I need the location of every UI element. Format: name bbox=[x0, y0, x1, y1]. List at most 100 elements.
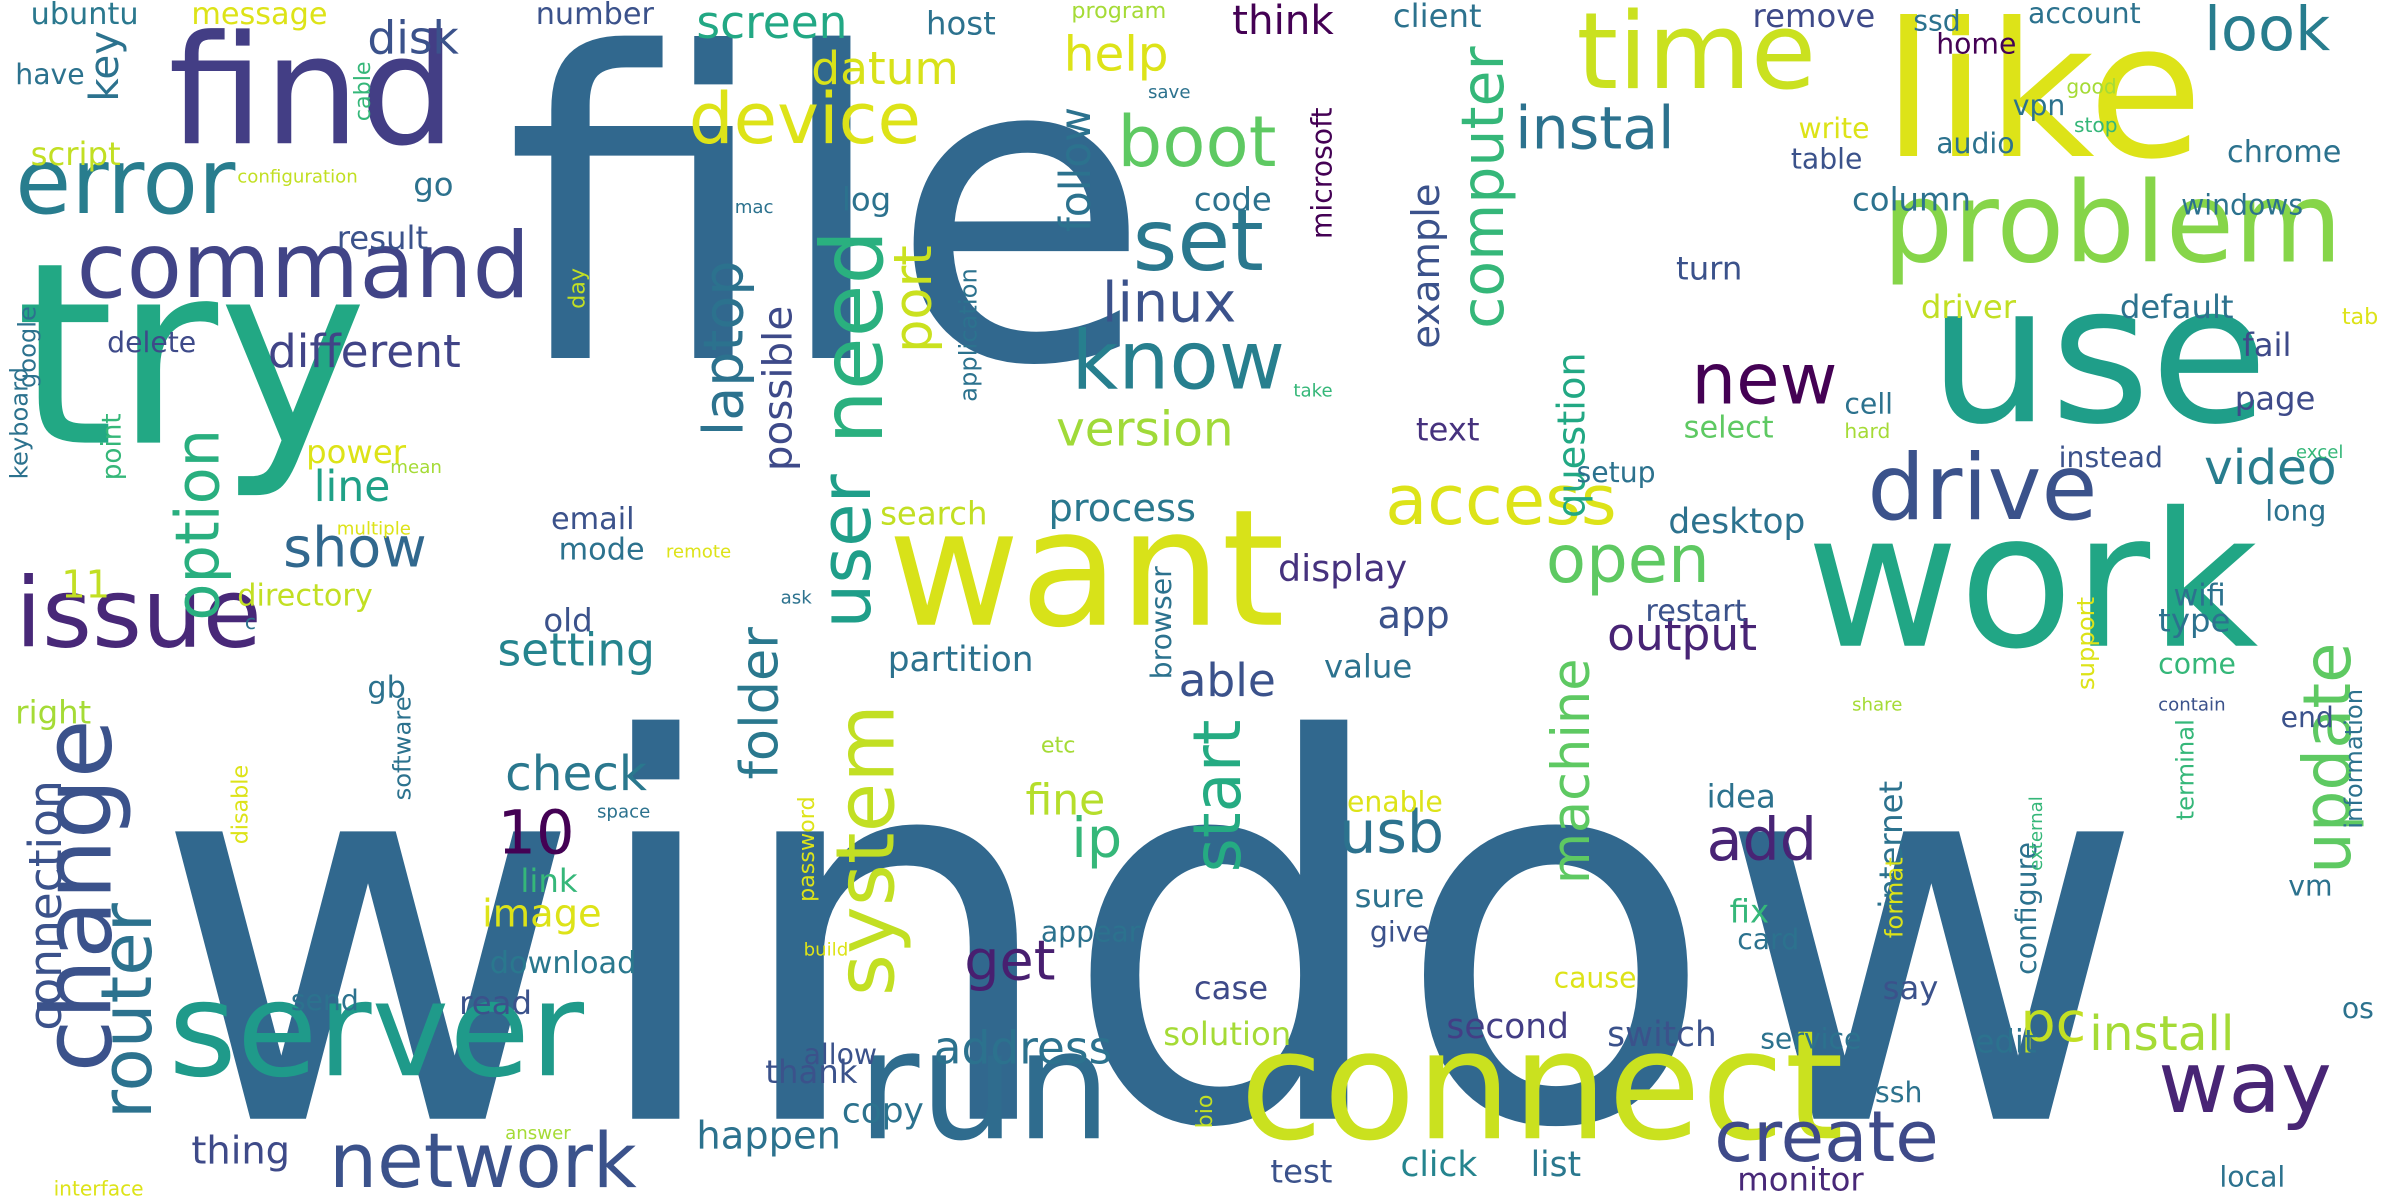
cloud-word: go bbox=[413, 165, 454, 204]
cloud-word: usb bbox=[1339, 798, 1445, 867]
cloud-word: local bbox=[2219, 1160, 2286, 1194]
cloud-word: show bbox=[283, 515, 427, 581]
cloud-word: new bbox=[1691, 337, 1838, 421]
cloud-word: type bbox=[2158, 601, 2231, 640]
cloud-word: share bbox=[1852, 694, 1903, 716]
cloud-word: bio bbox=[1191, 1094, 1218, 1129]
cloud-word: partition bbox=[887, 639, 1034, 680]
cloud-word: enable bbox=[1346, 785, 1443, 819]
cloud-word: line bbox=[313, 462, 391, 512]
cloud-word: question bbox=[1549, 352, 1595, 519]
cloud-word: allow bbox=[803, 1037, 878, 1071]
cloud-word: file bbox=[505, 0, 1152, 459]
cloud-word: happen bbox=[696, 1113, 841, 1159]
cloud-word: message bbox=[191, 0, 328, 32]
cloud-word: add bbox=[1706, 806, 1817, 875]
cloud-word: find bbox=[168, 2, 457, 180]
cloud-word: able bbox=[1178, 654, 1276, 708]
cloud-word: software bbox=[387, 696, 417, 801]
cloud-word: send bbox=[290, 984, 359, 1018]
cloud-word: idea bbox=[1706, 777, 1776, 816]
cloud-word: drive bbox=[1867, 435, 2098, 541]
cloud-word: turn bbox=[1676, 249, 1743, 288]
cloud-word: desktop bbox=[1668, 502, 1806, 543]
cloud-word: run bbox=[857, 997, 1112, 1175]
cloud-word: window bbox=[153, 630, 2147, 1200]
cloud-word: terminal bbox=[2170, 719, 2200, 821]
cloud-word: key bbox=[80, 30, 129, 102]
cloud-word: link bbox=[520, 861, 578, 900]
cloud-word: disable bbox=[227, 764, 254, 845]
cloud-word: cell bbox=[1844, 387, 1894, 421]
cloud-word: support bbox=[2070, 596, 2100, 690]
cloud-word: instead bbox=[2058, 440, 2163, 474]
cloud-word: user bbox=[804, 474, 888, 629]
cloud-word: delete bbox=[107, 326, 197, 360]
cloud-word: router bbox=[84, 903, 168, 1120]
cloud-word: connect bbox=[1239, 997, 1844, 1175]
cloud-word: thank bbox=[765, 1053, 858, 1092]
cloud-word: host bbox=[926, 4, 996, 43]
cloud-word: table bbox=[1790, 142, 1863, 176]
cloud-word: card bbox=[1737, 923, 1800, 957]
cloud-word: get bbox=[964, 928, 1056, 994]
cloud-word: work bbox=[1806, 473, 2259, 691]
cloud-word: come bbox=[2158, 647, 2236, 681]
cloud-word: good bbox=[2066, 74, 2117, 99]
cloud-word: check bbox=[505, 746, 648, 802]
cloud-word: power bbox=[306, 433, 406, 472]
cloud-word: folder bbox=[729, 627, 791, 780]
cloud-word: pc bbox=[2020, 989, 2087, 1055]
cloud-word: monitor bbox=[1737, 1160, 1864, 1199]
cloud-word: result bbox=[336, 218, 429, 257]
cloud-word: client bbox=[1392, 0, 1482, 35]
cloud-word: home bbox=[1936, 27, 2017, 61]
cloud-word: configuration bbox=[237, 166, 358, 188]
cloud-word: chrome bbox=[2227, 134, 2342, 170]
cloud-word: interface bbox=[53, 1176, 144, 1200]
cloud-word: format bbox=[1879, 857, 1909, 939]
cloud-word: tab bbox=[2341, 304, 2379, 331]
cloud-word: boot bbox=[1117, 100, 1277, 184]
cloud-word: program bbox=[1071, 0, 1167, 24]
cloud-word: disk bbox=[367, 11, 459, 65]
cloud-word: gb bbox=[367, 670, 406, 706]
cloud-word: start bbox=[1180, 719, 1257, 873]
cloud-word: 11 bbox=[61, 562, 111, 608]
cloud-word: setting bbox=[497, 623, 655, 677]
cloud-word: build bbox=[803, 939, 849, 961]
cloud-word: search bbox=[880, 494, 988, 533]
cloud-word: like bbox=[1882, 0, 2204, 201]
cloud-word: appear bbox=[1040, 915, 1141, 949]
cloud-word: screen bbox=[696, 0, 848, 49]
cloud-word: fix bbox=[1729, 892, 1770, 931]
cloud-word: audio bbox=[1936, 127, 2015, 161]
cloud-word: follow bbox=[1052, 107, 1102, 233]
cloud-word: microsoft bbox=[1305, 107, 1339, 240]
cloud-word: remove bbox=[1752, 0, 1876, 35]
cloud-word: take bbox=[1293, 380, 1333, 402]
cloud-word: address bbox=[933, 1021, 1113, 1075]
cloud-word: datum bbox=[811, 41, 959, 95]
cloud-word: default bbox=[2119, 287, 2234, 326]
cloud-word: use bbox=[1928, 244, 2269, 468]
cloud-word: edit bbox=[1974, 1022, 2037, 1061]
cloud-word: service bbox=[1760, 1022, 1862, 1056]
cloud-word: help bbox=[1063, 26, 1169, 83]
cloud-word: say bbox=[1882, 968, 1939, 1007]
cloud-word: set bbox=[1132, 190, 1264, 291]
cloud-word: look bbox=[2204, 0, 2331, 65]
cloud-word: end bbox=[2280, 701, 2334, 735]
cloud-word: way bbox=[2158, 1032, 2332, 1133]
cloud-word: point bbox=[97, 413, 128, 481]
cloud-word: ssd bbox=[1913, 4, 1961, 38]
cloud-word: open bbox=[1545, 522, 1710, 599]
cloud-word: application bbox=[953, 268, 983, 402]
cloud-word: os bbox=[2341, 991, 2374, 1025]
cloud-word: issue bbox=[15, 557, 262, 670]
cloud-word: script bbox=[30, 134, 121, 173]
cloud-word: read bbox=[459, 984, 532, 1023]
cloud-word: driver bbox=[1920, 287, 2016, 326]
cloud-word: code bbox=[1193, 180, 1272, 219]
cloud-word: column bbox=[1852, 180, 1971, 219]
